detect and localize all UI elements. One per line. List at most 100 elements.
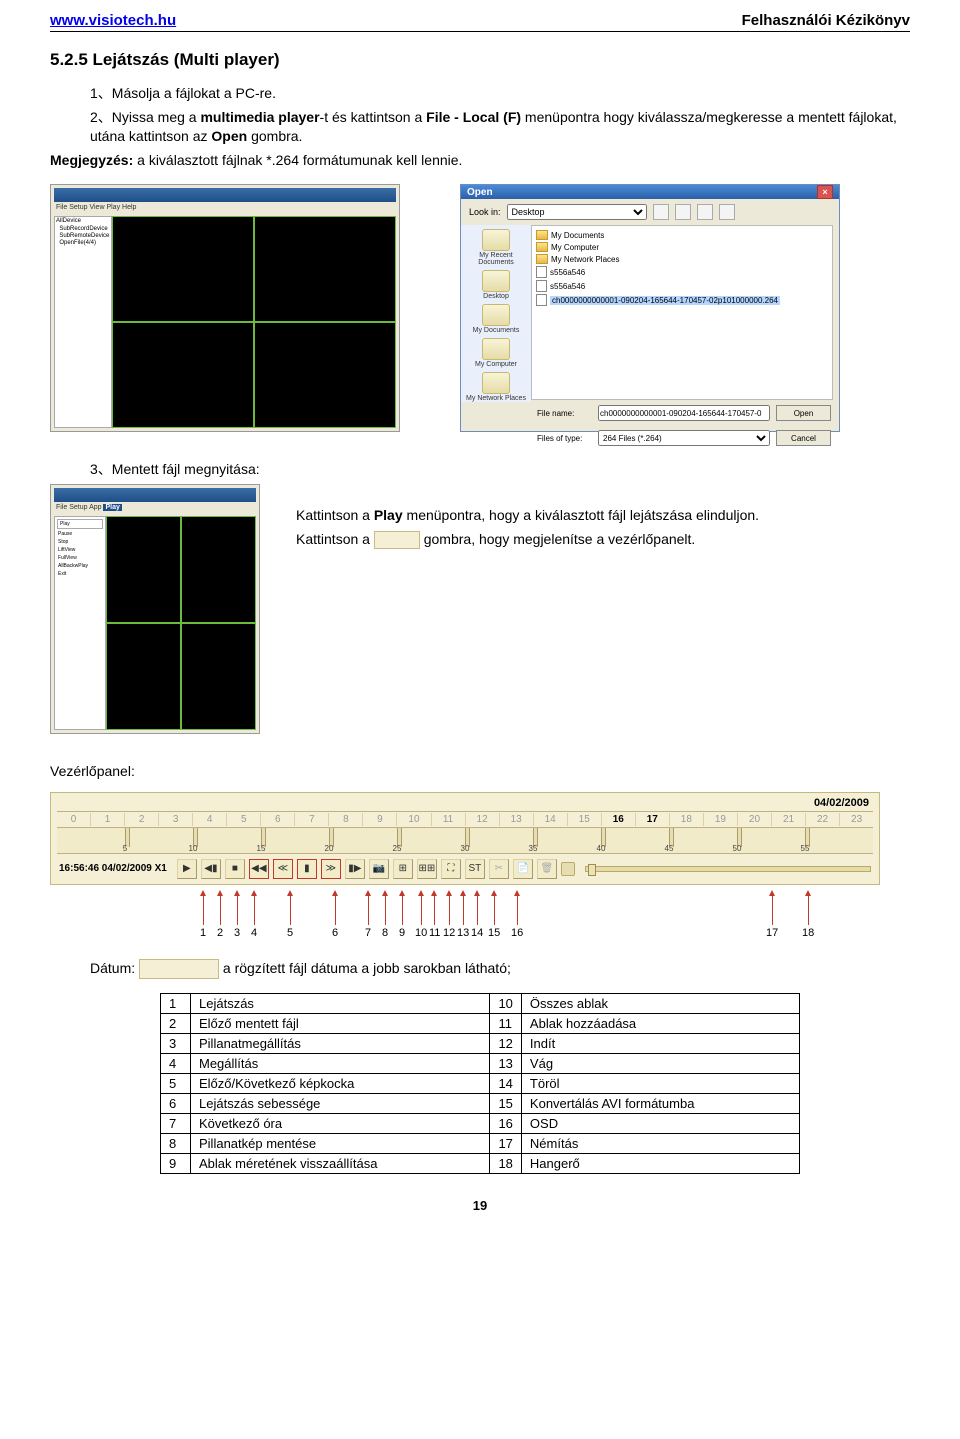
- panel-hour-cell[interactable]: 5: [227, 813, 261, 826]
- filename-input[interactable]: [598, 405, 770, 421]
- filename-label: File name:: [537, 409, 592, 418]
- folder-icon: [536, 242, 548, 252]
- file-icon: [536, 294, 547, 306]
- annotation-arrow: 2: [217, 895, 223, 939]
- panel-hour-cell[interactable]: 6: [261, 813, 295, 826]
- table-cell: 14: [490, 1073, 521, 1093]
- panel-hour-cell[interactable]: 0: [57, 813, 91, 826]
- panel-hour-cell[interactable]: 20: [738, 813, 772, 826]
- sidebar-item[interactable]: My Documents: [473, 304, 520, 334]
- panel-hour-cell[interactable]: 13: [500, 813, 534, 826]
- step-3-heading: 3、Mentett fájl megnyitása:: [50, 460, 910, 480]
- filetype-dropdown[interactable]: 264 Files (*.264): [598, 430, 770, 446]
- sidebar-item[interactable]: My Network Places: [466, 372, 526, 402]
- next-hour-button[interactable]: ▮▶: [345, 859, 365, 879]
- mute-icon[interactable]: [561, 862, 575, 876]
- sidebar-item[interactable]: My Computer: [475, 338, 517, 368]
- annotation-arrow: 10: [415, 895, 427, 939]
- panel-hour-cell[interactable]: 16: [602, 813, 636, 826]
- selected-file[interactable]: ch0000000000001-090204-165644-170457-02p…: [550, 296, 780, 305]
- close-icon[interactable]: ×: [817, 185, 833, 199]
- panel-hour-cell[interactable]: 19: [704, 813, 738, 826]
- folder-icon: [536, 230, 548, 240]
- snapshot-button[interactable]: 📷: [369, 859, 389, 879]
- panel-hour-cell[interactable]: 22: [806, 813, 840, 826]
- reset-windows-button[interactable]: ⊞: [393, 859, 413, 879]
- prev-frame-button[interactable]: ≪: [273, 859, 293, 879]
- section-title: 5.2.5 Lejátszás (Multi player): [50, 50, 910, 70]
- open-dialog-screenshot: Open × Look in: Desktop My Recent Docume…: [460, 184, 840, 432]
- view-menu-icon[interactable]: [719, 204, 735, 220]
- play-button[interactable]: ▶: [177, 859, 197, 879]
- panel-hour-cell[interactable]: 8: [329, 813, 363, 826]
- look-in-label: Look in:: [469, 207, 501, 217]
- panel-hours-row: 01234567891011121314151617181920212223: [57, 811, 873, 828]
- open-button[interactable]: Open: [776, 405, 831, 421]
- next-frame-button[interactable]: ≫: [321, 859, 341, 879]
- panel-hour-cell[interactable]: 15: [568, 813, 602, 826]
- start-button[interactable]: ST: [465, 859, 485, 879]
- table-cell: 18: [490, 1153, 521, 1173]
- table-cell: Előző mentett fájl: [191, 1013, 490, 1033]
- annotation-arrow: 11: [429, 895, 440, 939]
- table-cell: Konvertálás AVI formátumba: [521, 1093, 799, 1113]
- table-cell: Pillanatmegállítás: [191, 1033, 490, 1053]
- panel-ruler: 510152025303540455055: [57, 828, 873, 854]
- player-window-screenshot: File Setup View Play Help AllDevice SubR…: [50, 184, 400, 432]
- date-mini-panel-icon: [139, 959, 219, 979]
- up-folder-icon[interactable]: [675, 204, 691, 220]
- panel-hour-cell[interactable]: 7: [295, 813, 329, 826]
- panel-hour-cell[interactable]: 4: [193, 813, 227, 826]
- table-cell: 7: [161, 1113, 191, 1133]
- panel-hour-cell[interactable]: 18: [670, 813, 704, 826]
- delete-button[interactable]: 📄: [513, 859, 533, 879]
- annotation-arrow: 13: [457, 895, 469, 939]
- section-heading-text: Lejátszás (Multi player): [93, 50, 280, 69]
- annotation-arrow: 1: [200, 895, 206, 939]
- panel-hour-cell[interactable]: 3: [159, 813, 193, 826]
- file-icon: [536, 280, 547, 292]
- step-2-text: 2、Nyissa meg a multimedia player-t és ka…: [50, 108, 910, 147]
- site-url-link[interactable]: www.visiotech.hu: [50, 12, 176, 29]
- rewind-button[interactable]: ◀◀: [249, 859, 269, 879]
- volume-slider[interactable]: [585, 866, 871, 872]
- add-window-button[interactable]: ⛶: [441, 859, 461, 879]
- panel-hour-cell[interactable]: 14: [534, 813, 568, 826]
- cancel-button[interactable]: Cancel: [776, 430, 831, 446]
- file-icon: [536, 266, 547, 278]
- table-cell: Lejátszás: [191, 993, 490, 1013]
- panel-hour-cell[interactable]: 21: [772, 813, 806, 826]
- panel-hour-cell[interactable]: 10: [397, 813, 431, 826]
- table-cell: Megállítás: [191, 1053, 490, 1073]
- all-windows-button[interactable]: ⊞⊞: [417, 859, 437, 879]
- table-row: 2Előző mentett fájl11Ablak hozzáadása: [161, 1013, 800, 1033]
- open-file-list[interactable]: My Documents My Computer My Network Plac…: [531, 225, 833, 400]
- prev-file-button[interactable]: ◀▮: [201, 859, 221, 879]
- date-suffix: a rögzített fájl dátuma a jobb sarokban …: [223, 960, 511, 976]
- pause-button[interactable]: ▮: [297, 859, 317, 879]
- panel-hour-cell[interactable]: 11: [432, 813, 466, 826]
- sidebar-item[interactable]: Desktop: [482, 270, 510, 300]
- sidebar-item[interactable]: My Recent Documents: [461, 229, 531, 266]
- table-cell: Indít: [521, 1033, 799, 1053]
- table-cell: Következő óra: [191, 1113, 490, 1133]
- convert-button[interactable]: 🗑: [537, 859, 557, 879]
- step3-row: File Setup App Play Play Pause Stop Lift…: [50, 484, 910, 734]
- function-table: 1Lejátszás10Összes ablak2Előző mentett f…: [160, 993, 800, 1174]
- stop-button[interactable]: ■: [225, 859, 245, 879]
- cut-button[interactable]: ✂: [489, 859, 509, 879]
- table-row: 1Lejátszás10Összes ablak: [161, 993, 800, 1013]
- panel-hour-cell[interactable]: 12: [466, 813, 500, 826]
- table-cell: Pillanatkép mentése: [191, 1133, 490, 1153]
- panel-hour-cell[interactable]: 9: [363, 813, 397, 826]
- filetype-label: Files of type:: [537, 434, 592, 443]
- back-icon[interactable]: [653, 204, 669, 220]
- panel-hour-cell[interactable]: 2: [125, 813, 159, 826]
- look-in-dropdown[interactable]: Desktop: [507, 204, 647, 220]
- table-cell: OSD: [521, 1113, 799, 1133]
- table-cell: Összes ablak: [521, 993, 799, 1013]
- panel-hour-cell[interactable]: 17: [636, 813, 670, 826]
- new-folder-icon[interactable]: [697, 204, 713, 220]
- panel-hour-cell[interactable]: 1: [91, 813, 125, 826]
- panel-hour-cell[interactable]: 23: [840, 813, 873, 826]
